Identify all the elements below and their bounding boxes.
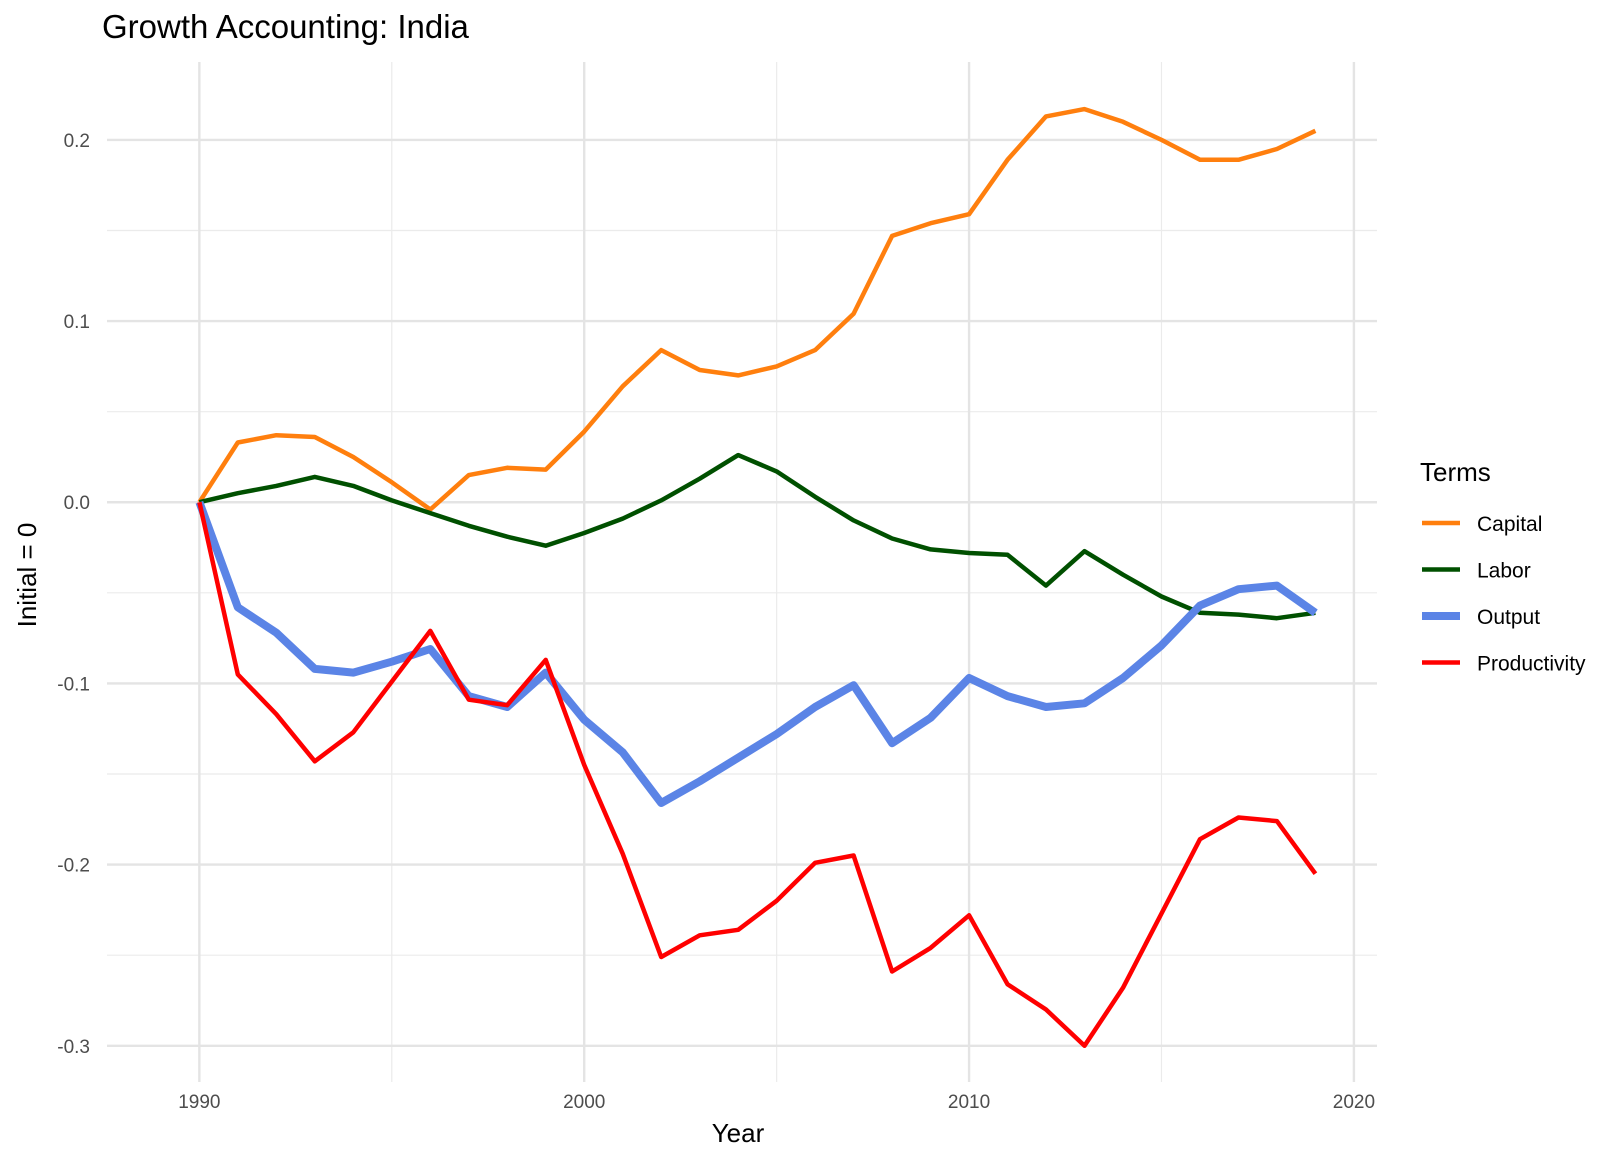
legend-item-output: Output [1422,606,1540,629]
legend-items: Capital Labor Output Productivity [1422,513,1586,676]
x-axis-tick-labels: 1990 2000 2010 2020 [178,1092,1375,1113]
x-tick-label: 1990 [178,1092,220,1113]
series-line-productivity [197,501,1318,1049]
legend-item-capital: Capital [1422,513,1542,536]
legend-label: Capital [1477,513,1542,536]
y-tick-label: -0.2 [57,856,90,877]
y-tick-label: -0.1 [57,674,90,695]
series-line-capital [197,106,1317,512]
y-tick-label: 0.0 [64,493,90,514]
series-line-output [195,500,1318,807]
minor-gridlines [107,62,1377,1082]
y-axis-tick-labels: -0.3 -0.2 -0.1 0.0 0.1 0.2 [57,131,90,1058]
x-tick-label: 2000 [563,1092,605,1113]
y-axis-title: Initial = 0 [12,523,42,628]
legend: Terms Capital Labor Output Productivity [1420,457,1586,676]
legend-label: Output [1477,606,1540,629]
x-axis-title: Year [712,1118,765,1148]
y-tick-label: 0.2 [64,131,90,152]
chart-title: Growth Accounting: India [102,8,469,45]
legend-item-productivity: Productivity [1422,653,1586,676]
legend-item-labor: Labor [1422,560,1531,583]
legend-label: Productivity [1477,653,1586,676]
series-lines [195,106,1318,1049]
x-tick-label: 2020 [1333,1092,1375,1113]
legend-title: Terms [1420,457,1491,487]
y-tick-label: -0.3 [57,1037,90,1058]
x-tick-label: 2010 [948,1092,990,1113]
major-gridlines [107,62,1377,1082]
y-tick-label: 0.1 [64,312,90,333]
legend-label: Labor [1477,560,1531,583]
series-line-labor [198,452,1316,621]
